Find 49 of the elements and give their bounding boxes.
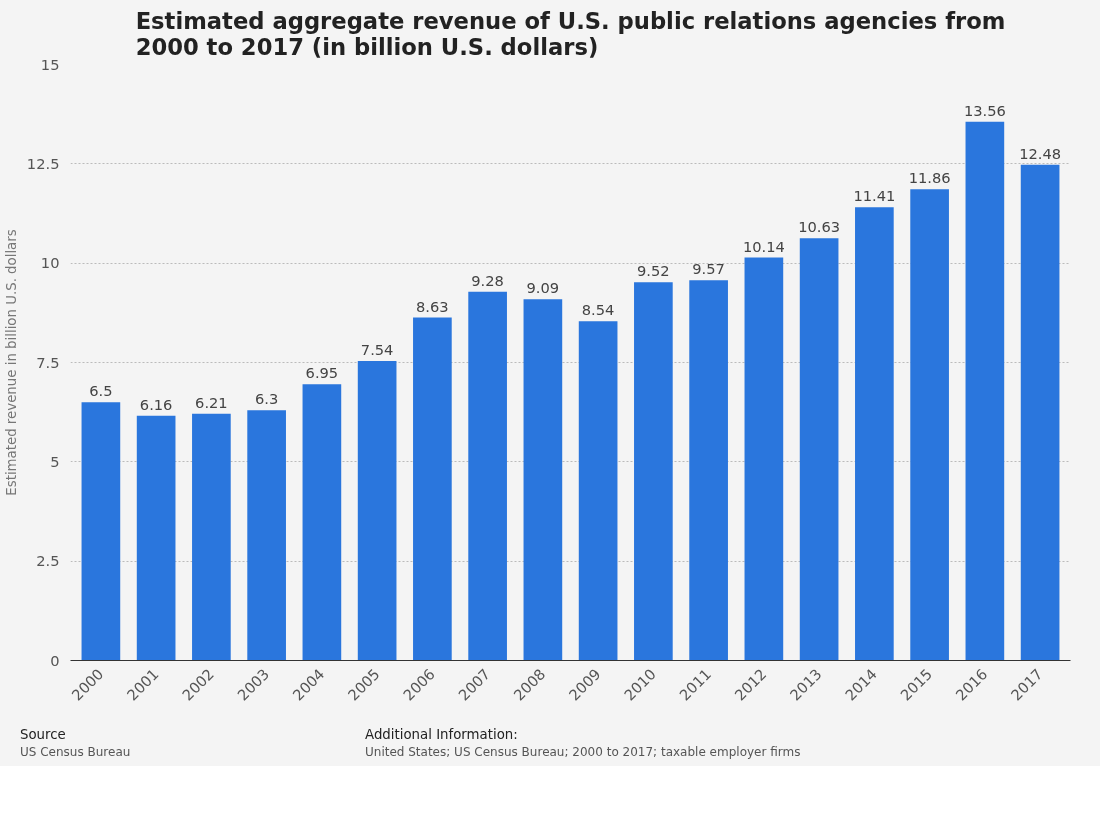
bar — [81, 402, 121, 661]
y-tick-label: 12.5 — [26, 154, 60, 172]
text: Additional Information: — [365, 726, 519, 744]
y-tick-label: 0 — [50, 651, 60, 669]
bar — [910, 189, 949, 661]
data-label: 10.63 — [798, 218, 841, 236]
data-label: 6.16 — [139, 395, 173, 413]
y-tick-label: 2.5 — [36, 552, 60, 570]
y-tick-label: 5 — [50, 452, 60, 470]
data-label: 13.56 — [963, 101, 1006, 119]
data-label: 11.86 — [908, 169, 951, 187]
data-label: 6.21 — [195, 393, 228, 411]
bar — [136, 415, 176, 661]
data-label: 10.14 — [742, 237, 785, 255]
bar — [965, 121, 1005, 661]
data-label: 9.28 — [471, 271, 504, 289]
y-tick-label: 15 — [40, 55, 60, 73]
data-label: 7.54 — [360, 340, 394, 358]
bar — [302, 384, 342, 661]
y-tick-label: 10 — [40, 254, 60, 272]
text: US Census Bureau — [20, 744, 131, 762]
data-label: 8.54 — [581, 301, 615, 319]
bar — [634, 282, 673, 661]
bar — [578, 321, 618, 661]
bar — [468, 291, 507, 661]
data-label: 6.5 — [89, 382, 113, 400]
bar — [1020, 164, 1060, 661]
data-label: 9.52 — [637, 262, 670, 280]
text: United States; US Census Bureau; 2000 to 2017; taxable employer firms — [365, 744, 801, 762]
data-label: 6.3 — [254, 390, 279, 408]
text: Source — [20, 726, 67, 744]
chart-title: Estimated aggregate revenue of U.S. public relations agencies from 2000 to 2017 (in billion U.S. dollars) — [135, 7, 1006, 60]
bar — [413, 317, 452, 661]
y-axis-title: Estimated revenue in billion U.S. dollars — [3, 229, 19, 496]
bar — [855, 207, 894, 661]
bar — [799, 238, 839, 661]
bar — [192, 413, 231, 661]
bar — [357, 360, 397, 661]
bar — [744, 257, 784, 661]
data-label: 11.41 — [853, 187, 896, 205]
data-label: 9.09 — [526, 279, 560, 297]
y-tick-label: 7.5 — [36, 353, 60, 371]
bar — [523, 299, 563, 661]
data-label: 12.48 — [1019, 144, 1062, 162]
bar — [689, 280, 728, 661]
data-label: 8.63 — [416, 297, 449, 315]
data-label: 9.57 — [692, 260, 725, 278]
data-label: 6.95 — [305, 364, 339, 382]
bar — [247, 410, 286, 661]
